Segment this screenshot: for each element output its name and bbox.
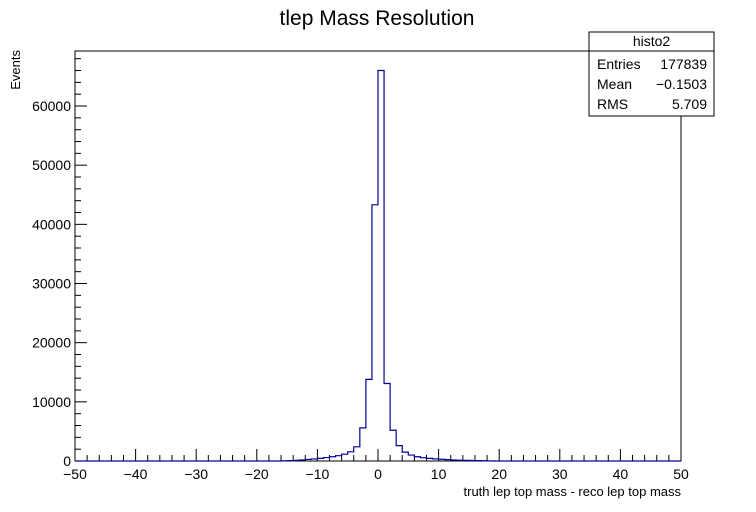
histogram-bin [354,447,360,461]
x-tick-label: −40 [124,466,148,482]
x-tick-label: 10 [431,466,447,482]
x-tick-label: −30 [184,466,208,482]
x-tick-label: 30 [552,466,568,482]
histogram-bin [378,71,384,461]
y-tick-label: 50000 [32,157,71,173]
y-tick-label: 20000 [32,335,71,351]
y-axis-label: Events [8,50,23,90]
histogram-bin [342,454,348,461]
histogram-bin [372,205,378,461]
y-tick-label: 40000 [32,216,71,232]
x-tick-label: 50 [673,466,689,482]
y-tick-label: 30000 [32,276,71,292]
histogram-bin [330,457,336,461]
stats-label-mean: Mean [597,76,632,92]
x-tick-label: 20 [491,466,507,482]
histogram-bin [396,446,402,461]
histogram-bin [366,379,372,461]
y-tick-label: 60000 [32,98,71,114]
stats-box-frame [588,31,715,117]
histogram-bin [390,430,396,461]
tick-layer: −50 −40 −30 −20 −10 0 10 20 30 40 50 0 10000 20000 300… [32,58,689,482]
x-tick-label: 40 [613,466,629,482]
y-tick-label: 10000 [32,394,71,410]
x-tick-label: −20 [245,466,269,482]
histogram-bin [402,452,408,461]
x-tick-label: −50 [63,466,87,482]
histogram-bin [384,383,390,461]
x-tick-label: −10 [306,466,330,482]
histogram-bin [336,456,342,461]
histogram-bin [348,452,354,461]
stats-box: histo2 Entries 177839 Mean −0.1503 RMS 5… [588,31,715,117]
chart-title: tlep Mass Resolution [280,7,475,30]
histogram-bin [414,457,420,461]
stats-value-entries: 177839 [660,56,707,72]
stats-value-mean: −0.1503 [656,76,707,92]
stats-box-title: histo2 [633,33,671,49]
histogram-outline [75,69,681,462]
stats-label-rms: RMS [597,96,628,112]
histogram-bin [360,428,366,461]
x-axis-label: truth lep top mass - reco lep top mass [464,484,682,499]
y-tick-label: 0 [63,453,71,469]
stats-value-rms: 5.709 [672,96,707,112]
stats-label-entries: Entries [597,56,641,72]
histogram-bin [408,455,414,461]
x-tick-label: 0 [374,466,382,482]
histogram-bins [281,71,493,461]
